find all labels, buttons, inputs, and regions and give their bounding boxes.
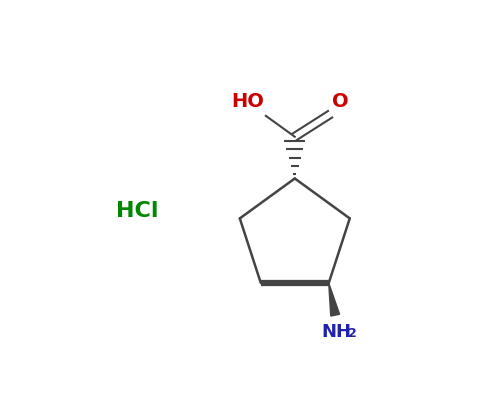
- Text: NH: NH: [322, 323, 352, 341]
- Polygon shape: [329, 283, 340, 316]
- Text: HCl: HCl: [116, 201, 158, 221]
- Text: 2: 2: [348, 327, 357, 340]
- Text: O: O: [332, 92, 348, 111]
- Text: HO: HO: [232, 92, 264, 111]
